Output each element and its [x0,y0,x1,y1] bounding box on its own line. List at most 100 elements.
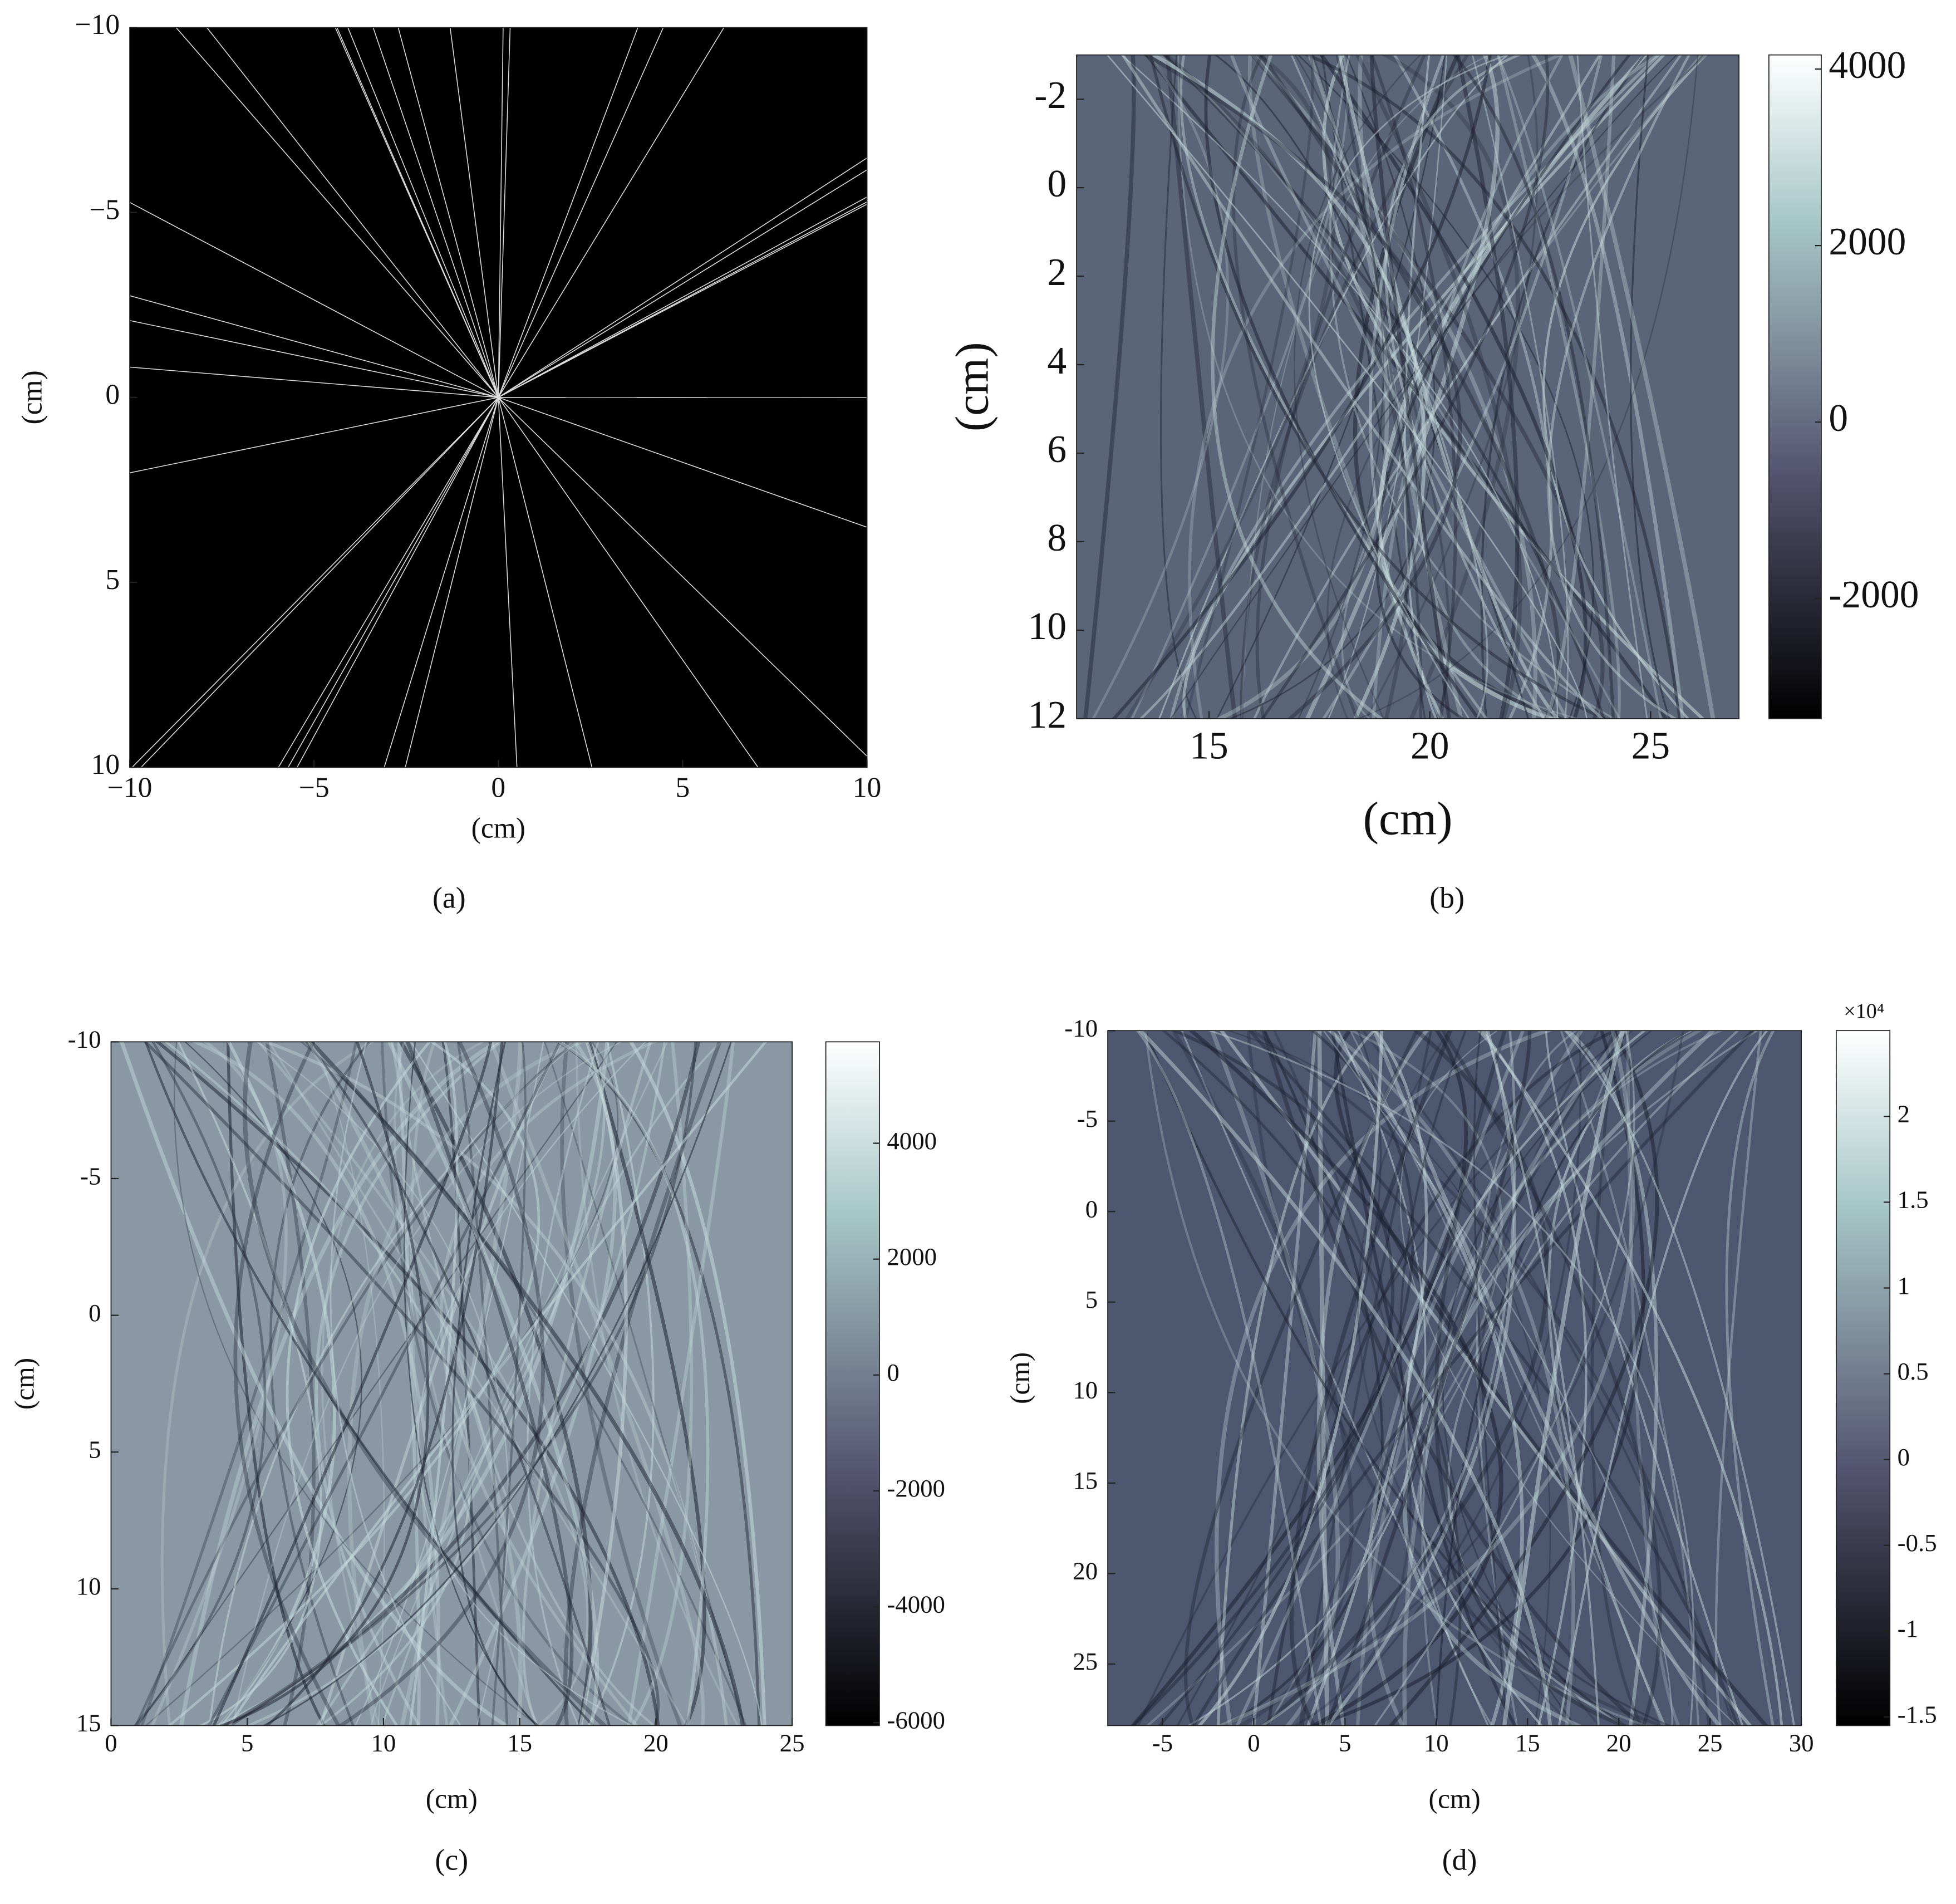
x-tick-label: 5 [241,1729,253,1757]
image-texture [120,1042,768,1726]
streak [134,1042,578,1726]
streak [1247,1030,1739,1726]
ray [335,27,499,398]
streak [137,1042,618,1726]
colorbar-tick-label: -4000 [887,1590,945,1618]
streak [1216,1030,1635,1726]
colorbar-tick-label: 2000 [887,1243,937,1270]
streak [1157,1030,1415,1726]
streak [1496,55,1662,719]
colorbar-tick-label: -1 [1898,1615,1918,1642]
streak [1564,1030,1658,1726]
streak [1142,55,1462,719]
y-tick-label: 15 [1073,1466,1098,1494]
colorbar-tick-label: -2000 [1829,573,1919,616]
y-tick-label: 0 [1047,163,1067,205]
streak [1629,55,1670,719]
streak [489,1042,705,1726]
streak [1473,1030,1508,1726]
streak [1452,55,1615,719]
ray [405,397,499,768]
colorbar-tick-label: 0 [887,1358,899,1386]
streak [1230,55,1569,719]
streak [1211,55,1384,719]
x-axis-label: (cm) [1429,1783,1481,1814]
streak [330,1042,462,1726]
streak [1326,55,1708,719]
streak [314,1042,503,1726]
streak [1197,1030,1384,1726]
streak [222,1042,701,1726]
streak [1417,55,1564,719]
streak [405,1042,574,1726]
y-tick-label: 25 [1073,1647,1098,1675]
streak [1206,1030,1695,1726]
ray [498,27,504,398]
streak [177,1042,322,1726]
streak [1289,1030,1453,1726]
ray [498,397,518,768]
ray [498,27,638,398]
streak [1357,1030,1574,1726]
streak [160,1042,376,1726]
streak [1305,55,1500,719]
ray [498,157,867,398]
streak [1259,55,1561,719]
streak [1384,55,1546,719]
streak [1192,1030,1756,1726]
streak [1328,1030,1524,1726]
x-tick-label: 15 [507,1729,532,1757]
streak [218,1042,430,1726]
x-tick-label: 10 [1424,1729,1449,1757]
streak [1139,55,1601,719]
streak [307,1042,523,1726]
streak [1365,55,1539,719]
streak [1547,55,1691,719]
streak [1374,1030,1635,1726]
streak [1187,1030,1427,1726]
x-tick-label: 10 [853,772,882,803]
streak [1441,1030,1662,1726]
streak [179,1042,502,1726]
streak [1106,55,1588,719]
streak [1301,1030,1433,1726]
streak [439,1042,658,1726]
ray [336,27,499,398]
ray [397,27,499,398]
streak [140,1042,358,1726]
streak [527,1042,599,1726]
streak [1221,1030,1684,1726]
y-tick-label: 12 [1028,694,1067,737]
y-tick-label: −5 [89,194,120,225]
caption: (c) [435,1843,468,1876]
colorbar-tick-label: -6000 [887,1706,945,1734]
streak [1159,55,1197,719]
y-tick-label: 10 [1073,1376,1098,1404]
streak [228,1042,768,1726]
streak [1249,1030,1711,1726]
ray [131,397,499,768]
streak [214,1042,610,1726]
streak [1403,55,1438,719]
streak [579,1042,628,1726]
streak [120,1042,510,1726]
streak [1356,1030,1703,1726]
y-tick-label: -10 [1064,1014,1098,1042]
streak [1299,1030,1618,1726]
ray [498,397,759,768]
streak [1131,55,1349,719]
streak [1182,55,1666,719]
streak [1092,55,1229,719]
streak [1481,1030,1783,1726]
streak [1356,55,1699,719]
streak [1143,1030,1628,1726]
streak [404,1042,538,1726]
streak [1375,55,1631,719]
streak [1530,55,1685,719]
ray [498,27,725,398]
axes-frame [1076,54,1739,719]
streak [1138,1030,1552,1726]
streak [1402,1030,1628,1726]
streak [1311,55,1451,719]
